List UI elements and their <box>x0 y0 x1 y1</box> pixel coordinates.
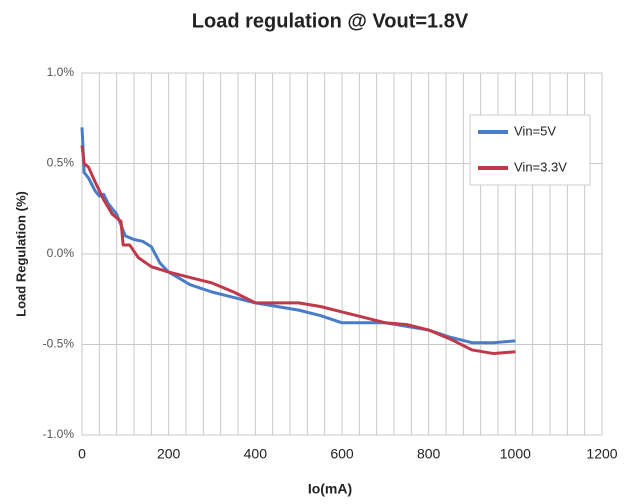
y-tick-label: -1.0% <box>43 427 75 441</box>
x-tick-label: 400 <box>244 446 268 462</box>
y-axis-label: Load Regulation (%) <box>13 191 28 317</box>
x-tick-label: 1200 <box>586 446 617 462</box>
y-tick-label: -0.5% <box>43 337 75 351</box>
legend-label: Vin=5V <box>514 123 556 138</box>
legend-label: Vin=3.3V <box>514 159 567 174</box>
x-tick-label: 800 <box>417 446 441 462</box>
x-tick-label: 1000 <box>500 446 531 462</box>
y-tick-label: 0.0% <box>47 246 75 260</box>
y-tick-label: 1.0% <box>47 65 75 79</box>
y-tick-label: 0.5% <box>47 156 75 170</box>
x-tick-label: 600 <box>330 446 354 462</box>
chart-title: Load regulation @ Vout=1.8V <box>192 10 469 32</box>
series-line <box>80 145 516 356</box>
legend-box <box>469 114 591 186</box>
x-tick-label: 200 <box>157 446 181 462</box>
x-tick-label: 0 <box>78 446 86 462</box>
x-axis-label: Io(mA) <box>308 481 352 497</box>
